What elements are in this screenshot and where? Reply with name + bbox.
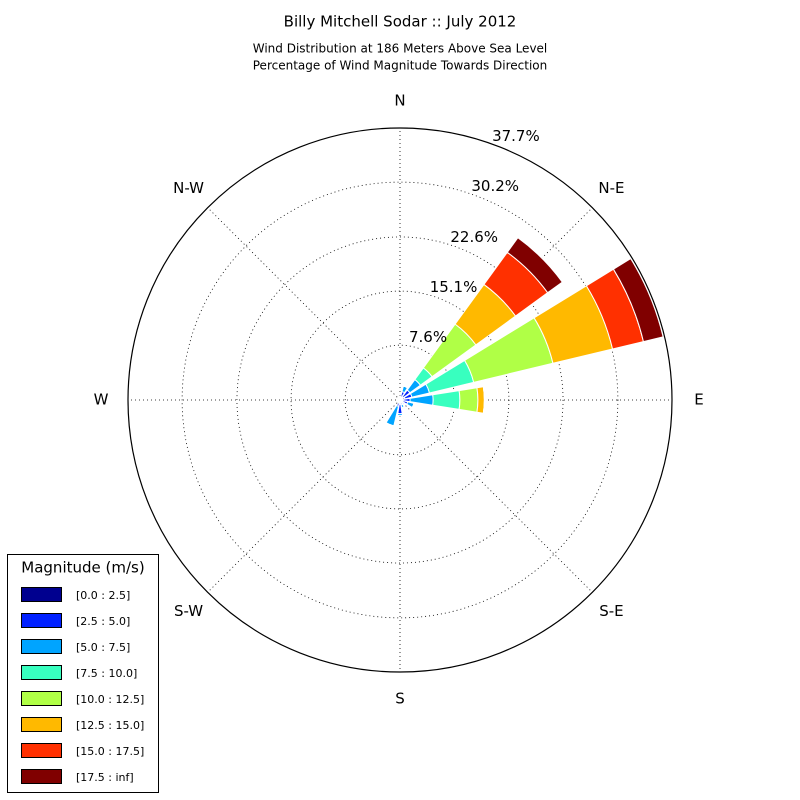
direction-label: S-W — [174, 602, 203, 620]
legend-swatch — [21, 587, 62, 602]
legend-swatch — [21, 691, 62, 706]
legend-label: [7.5 : 10.0] — [76, 667, 137, 680]
direction-label: S — [395, 690, 405, 708]
direction-label: N-W — [173, 179, 204, 197]
rose-segment — [403, 385, 408, 389]
direction-label: N — [394, 92, 405, 110]
rose-segment — [432, 390, 461, 410]
chart-subtitle: Wind Distribution at 186 Meters Above Se… — [253, 42, 548, 56]
direction-label: N-E — [598, 179, 624, 197]
rose-segment — [397, 401, 399, 403]
rose-segment — [401, 406, 405, 409]
legend-label: [5.0 : 7.5] — [76, 641, 130, 654]
r-tick-label: 30.2% — [471, 177, 519, 195]
grid-ring — [181, 181, 619, 619]
rose-segment — [506, 237, 563, 294]
legend-swatch — [21, 717, 62, 732]
legend-label: [15.0 : 17.5] — [76, 745, 144, 758]
chart-title: Billy Mitchell Sodar :: July 2012 — [284, 13, 517, 31]
legend-swatch — [21, 769, 62, 784]
legend-swatch — [21, 613, 62, 628]
direction-label: E — [694, 391, 703, 409]
legend-swatch — [21, 639, 62, 654]
grid-spoke — [207, 399, 401, 593]
rose-segment — [476, 386, 485, 414]
grid-ring — [236, 236, 564, 564]
r-tick-label: 37.7% — [492, 127, 540, 145]
legend-label: [12.5 : 15.0] — [76, 719, 144, 732]
rose-segment — [612, 257, 664, 343]
legend-title: Magnitude (m/s) — [21, 559, 144, 577]
legend-label: [0.0 : 2.5] — [76, 589, 130, 602]
direction-label: W — [94, 391, 109, 409]
rose-segment — [385, 404, 400, 427]
legend-swatch — [21, 743, 62, 758]
grid-spoke — [399, 399, 593, 593]
r-tick-label: 22.6% — [450, 228, 498, 246]
legend-label: [2.5 : 5.0] — [76, 615, 130, 628]
chart-subtitle: Percentage of Wind Magnitude Towards Dir… — [253, 59, 547, 73]
rose-segment — [458, 387, 479, 413]
r-tick-label: 15.1% — [430, 278, 478, 296]
rose-segment — [482, 386, 485, 414]
legend-label: [10.0 : 12.5] — [76, 693, 144, 706]
grid-spoke — [207, 207, 401, 401]
legend-label: [17.5 : inf] — [76, 771, 134, 784]
direction-label: S-E — [599, 602, 623, 620]
r-tick-label: 7.6% — [409, 328, 447, 346]
outer-ring — [127, 127, 673, 673]
rose-segment — [411, 403, 415, 408]
legend-swatch — [21, 665, 62, 680]
